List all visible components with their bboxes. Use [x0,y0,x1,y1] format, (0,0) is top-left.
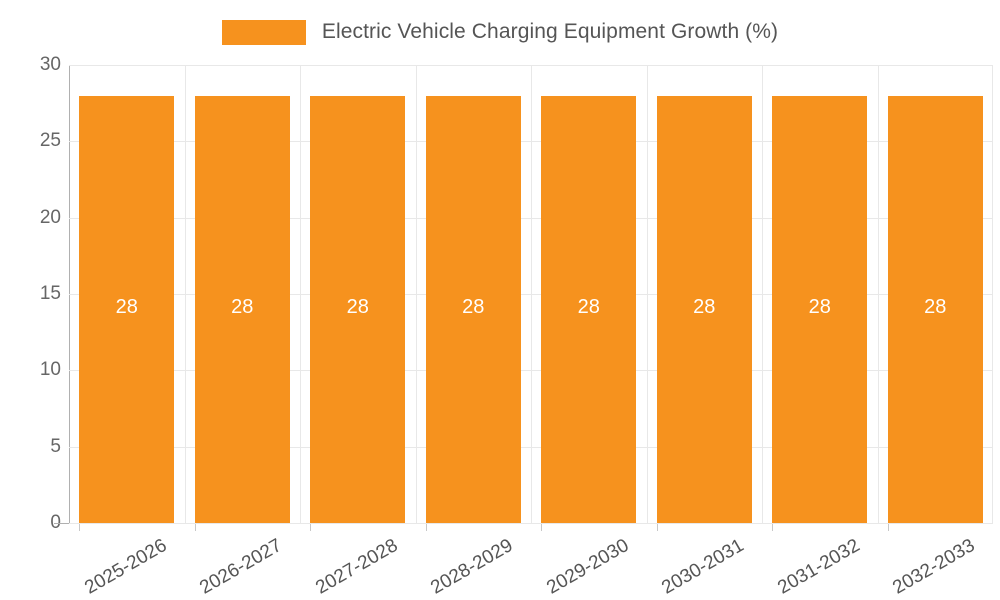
bar[interactable] [310,95,406,523]
y-axis-tick-label: 10 [39,359,61,381]
x-axis-tick-mark [195,524,196,531]
legend-entry-label[interactable]: Electric Vehicle Charging Equipment Grow… [321,20,779,43]
y-axis-tick-label: 15 [39,283,61,304]
x-axis-tick-label: 2028-2029 [427,535,517,599]
bar[interactable] [79,95,175,523]
gridline-vertical [185,65,186,523]
y-axis-tick-label: 25 [39,130,61,152]
bar-value-label: 28 [115,296,138,319]
y-axis-tick-label: 30 [39,54,61,75]
gridline-horizontal [69,523,993,524]
bar-column[interactable]: 28 [79,65,175,523]
y-axis-tick-labels: 0 5 10 15 20 25 30 [0,0,69,600]
x-axis-tick-label: 2027-2028 [312,535,402,599]
chart-legend: Electric Vehicle Charging Equipment Grow… [0,10,1000,54]
x-axis-tick-mark [541,524,542,531]
x-axis-tick-mark [657,524,658,531]
bar-column[interactable]: 28 [425,65,521,523]
bar-column[interactable]: 28 [656,65,752,523]
bar[interactable] [194,95,290,523]
plot-area: 28 28 28 28 28 28 28 28 [69,65,993,524]
bar-value-label: 28 [808,296,831,319]
bar-value-label: 28 [231,296,254,319]
gridline-vertical [416,65,417,523]
gridline-vertical [992,65,993,523]
x-axis-tick-label: 2029-2030 [543,535,633,599]
bar-value-label: 28 [462,296,485,319]
legend-color-swatch [221,19,306,45]
bar-value-label: 28 [924,296,947,319]
x-axis-tick-label: 2031-2032 [774,535,864,599]
y-axis-tick-label: 20 [39,206,61,228]
x-axis-tick-mark [888,524,889,531]
x-axis-tick-mark [79,524,80,531]
gridline-vertical [300,65,301,523]
bar-column[interactable]: 28 [541,65,637,523]
gridline-vertical [878,65,879,523]
x-axis-tick-label: 2032-2033 [889,535,979,599]
x-axis-tick-mark [310,524,311,531]
bar-column[interactable]: 28 [887,65,983,523]
bar-column[interactable]: 28 [772,65,868,523]
bar[interactable] [541,95,637,523]
x-axis-tick-label: 2030-2031 [658,535,748,599]
y-axis-tick-label: 0 [15,512,69,534]
bar-value-label: 28 [577,296,600,319]
bar[interactable] [772,95,868,523]
bar[interactable] [887,95,983,523]
gridline-vertical [762,65,763,523]
y-axis-tick-label: 5 [50,435,61,457]
gridline-vertical [647,65,648,523]
bar-column[interactable]: 28 [194,65,290,523]
gridline-vertical [531,65,532,523]
bar-column[interactable]: 28 [310,65,406,523]
bar-value-label: 28 [693,296,716,319]
bar[interactable] [425,95,521,523]
x-axis-tick-mark [426,524,427,531]
bar[interactable] [656,95,752,523]
bar-value-label: 28 [346,296,369,319]
x-axis-tick-label: 2026-2027 [196,535,286,599]
x-axis-tick-label: 2025-2026 [81,535,171,599]
x-axis-tick-mark [772,524,773,531]
